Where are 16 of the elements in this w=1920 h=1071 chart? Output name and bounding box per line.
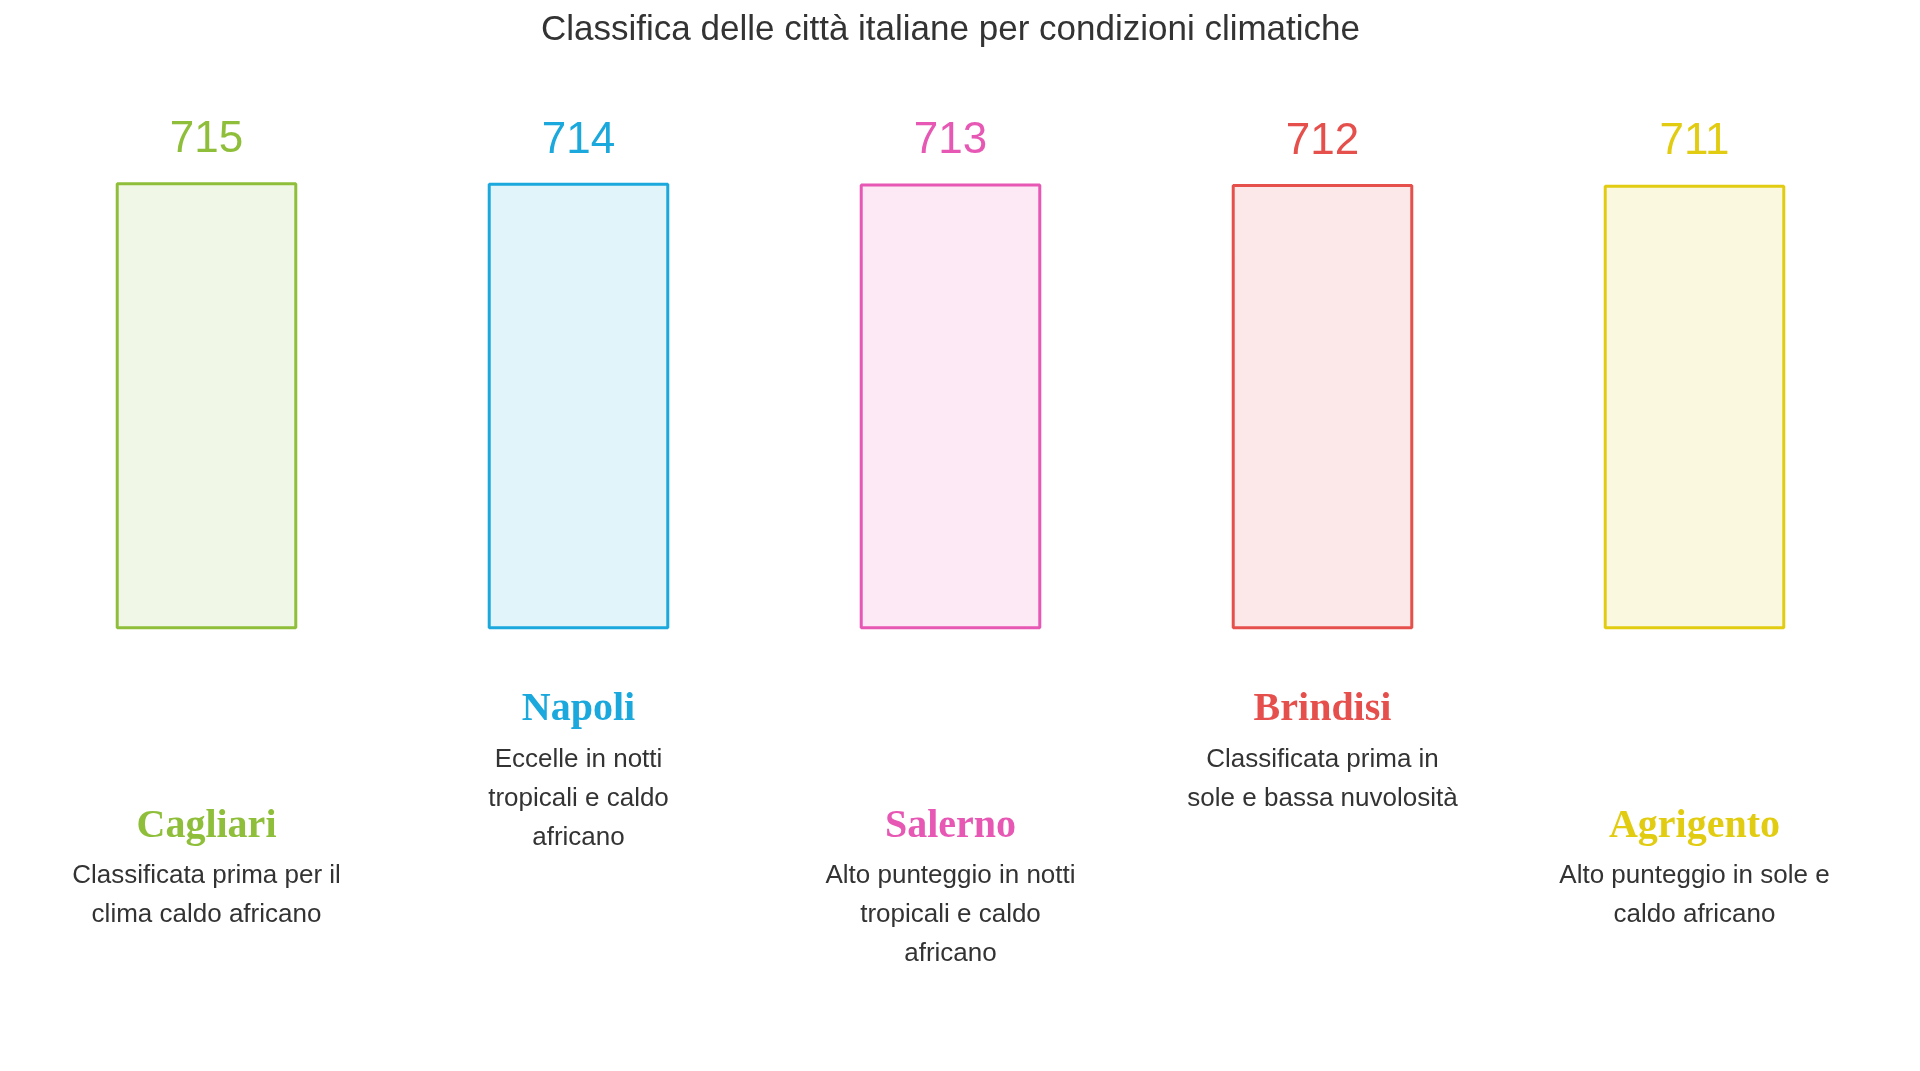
data-label: 711 [1659,114,1730,164]
text: Classificata prima per il clima caldo africano [72,859,341,929]
text: Alto punteggio in notti tropicali e caldo africano [825,859,1076,968]
x-tick-label: Napoli [521,684,636,730]
chart-title: Classifica delle città italiane per condizioni climatiche [541,7,1360,47]
data-label: 714 [541,112,616,162]
text: Classificata prima in sole e bassa nuvolosità [1187,742,1459,812]
x-tick-label: Salerno [884,800,1017,846]
x-tick-label: Brindisi [1253,684,1392,730]
data-label: 715 [169,111,244,161]
text: Alto punteggio in sole e caldo africano [1559,859,1830,929]
x-tick-label: Agrigento [1608,800,1781,846]
x-tick-label: Cagliari [136,800,277,846]
text: Eccelle in notti tropicali e caldo africano [488,742,669,851]
data-label: 712 [1285,113,1360,163]
data-label: 713 [913,113,988,163]
